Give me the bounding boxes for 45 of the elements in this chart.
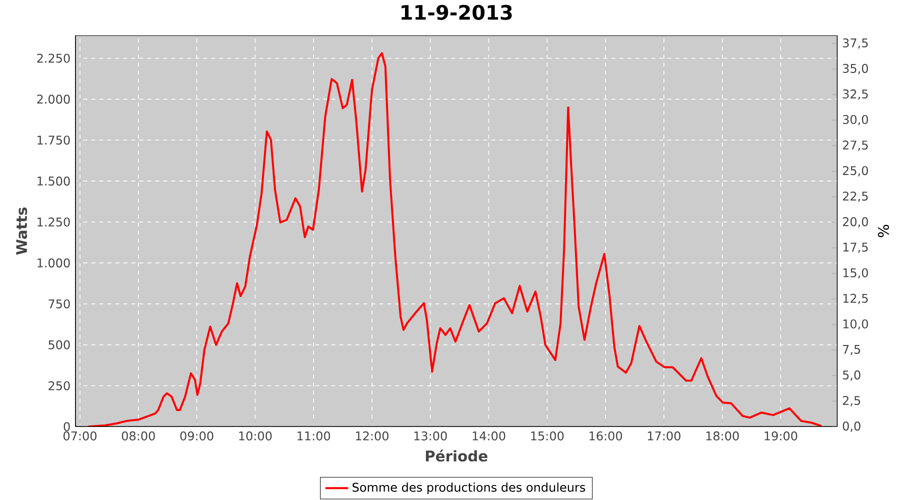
y-tick-label: 250 — [48, 381, 70, 390]
y2-tick-label: 2,5 — [842, 396, 860, 406]
y2-tick-label: 35,0 — [842, 64, 868, 74]
y2-tick-label: 7,5 — [843, 344, 860, 356]
y-tick-label: 1.500 — [38, 176, 70, 186]
y2-tick-label: 10,0 — [843, 319, 868, 330]
y2-axis-title: % — [878, 224, 890, 238]
y-tick-label: 0 — [64, 422, 70, 432]
y2-tick-label: 20,0 — [842, 217, 868, 228]
x-tick-label: 08:00 — [122, 431, 155, 440]
x-tick-label: 09:00 — [180, 431, 214, 440]
y2-tick-label: 0,0 — [842, 422, 860, 432]
chart-title: 11-9-2013 — [402, 4, 512, 20]
y-tick-label: 1.250 — [38, 217, 70, 227]
y-tick-label: 1.000 — [38, 258, 70, 268]
x-tick-label: 13:00 — [414, 431, 447, 440]
y2-tick-label: 15,0 — [843, 268, 868, 279]
y-tick-label: 1.750 — [38, 136, 70, 145]
y2-tick-label: 27,5 — [842, 140, 868, 151]
x-tick-label: 18:00 — [706, 431, 739, 440]
x-tick-label: 17:00 — [648, 431, 680, 440]
y-tick-label: 2.000 — [37, 94, 70, 104]
y-tick-label: 500 — [48, 340, 70, 350]
y2-tick-label: 32,5 — [842, 89, 868, 100]
y2-tick-label: 12,5 — [843, 294, 868, 304]
line-series — [87, 52, 823, 427]
x-tick-label: 07:00 — [64, 431, 96, 440]
y2-tick-label: 17,5 — [843, 242, 868, 253]
x-tick-label: 12:00 — [356, 431, 388, 440]
y-axis-title: Watts — [16, 208, 28, 255]
y2-tick-label: 37,5 — [842, 38, 868, 49]
y-tick-label: 2.250 — [37, 54, 70, 63]
x-tick-label: 16:00 — [590, 431, 622, 440]
y2-tick-label: 30,0 — [842, 114, 868, 126]
x-tick-label: 11:00 — [298, 431, 330, 440]
y2-tick-label: 25,0 — [842, 166, 868, 176]
y2-tick-label: 5,0 — [842, 370, 860, 381]
y2-tick-label: 22,5 — [842, 192, 868, 202]
x-tick-label: 10:00 — [239, 431, 272, 440]
legend-label: Somme des productions des onduleurs — [352, 482, 586, 494]
x-tick-label: 19:00 — [764, 431, 798, 440]
y-tick-label: 750 — [48, 299, 70, 308]
x-tick-label: 15:00 — [531, 431, 564, 440]
x-axis-title: Période — [426, 450, 488, 462]
x-tick-label: 14:00 — [472, 431, 506, 440]
